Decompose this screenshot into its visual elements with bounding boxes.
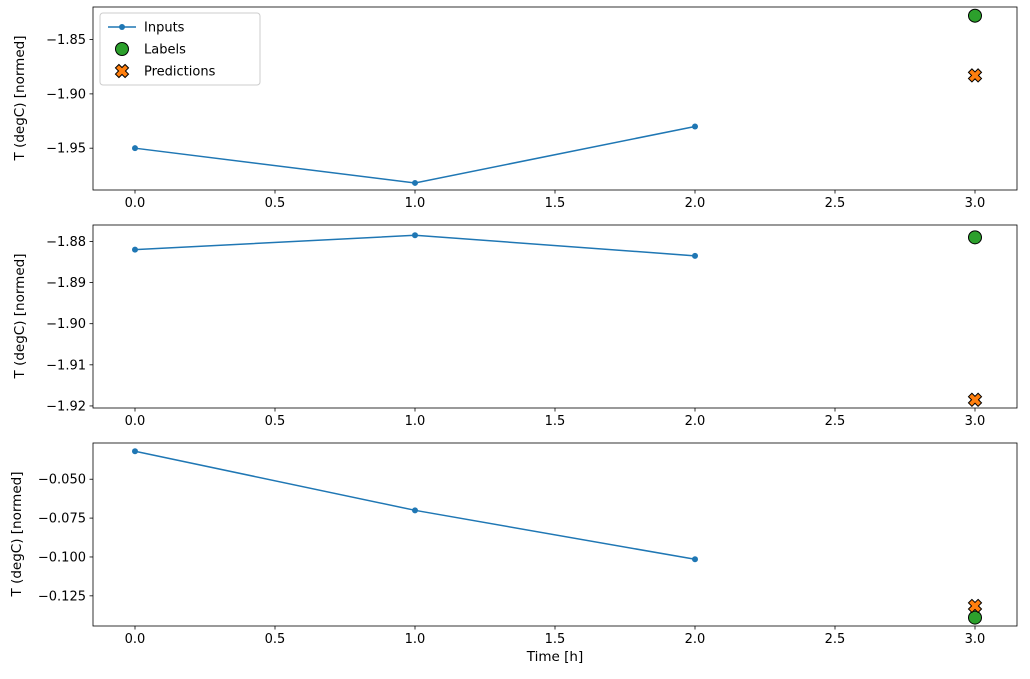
legend-label: Predictions [144,65,216,80]
input-point-marker [692,556,698,563]
x-tick-label: 0.5 [265,196,286,211]
x-tick-label: 2.5 [825,414,846,429]
y-tick-label: −0.100 [38,550,86,565]
input-point-marker [132,145,138,152]
prediction-x-marker [967,68,983,83]
legend-label: Inputs [144,21,185,36]
x-tick-label: 2.5 [825,632,846,647]
x-tick-label: 0.5 [265,632,286,647]
x-tick-label: 1.5 [545,414,566,429]
y-axis-ticks: −0.050 −0.075 −0.100 −0.125 [38,473,93,604]
input-point-marker [692,123,698,130]
legend-item-predictions: Predictions [114,63,216,80]
legend-item-inputs: Inputs [108,21,185,36]
x-tick-label: 3.0 [965,196,986,211]
series-inputs [132,123,698,186]
prediction-x-marker [967,598,983,614]
series-labels [968,8,982,23]
input-point-marker [412,507,418,514]
subplot-3: 0.0 0.5 1.0 1.5 2.0 2.5 3.0−0.050−0.075−0.100−… [38,442,1018,647]
series-labels [968,610,982,625]
subplot-2: 0.0 0.5 1.0 1.5 2.0 2.5 3.0 −1.88 −1.89 −1.90 −1.9… [46,224,1018,429]
y-tick-label: −1.91 [46,358,86,373]
x-tick-label: 3.0 [965,414,986,429]
x-tick-label: 0.0 [125,414,146,429]
label-circle-marker [968,8,982,23]
legend: Inputs Labels Predictions [99,12,261,86]
x-tick-label: 1.0 [405,632,426,647]
input-point-marker [132,448,138,455]
legend-item-labels: Labels [115,42,186,58]
y-axis-label-bottom: T (degC) [normed] [9,471,25,597]
x-tick-label: 1.0 [405,414,426,429]
prediction-x-marker [967,392,983,408]
subplot-1: 0.0 0.5 1.0 1.5 2.0 2.5 3.0 −1.85 −1.90 −1.95 Inpu… [46,6,1018,211]
x-axis-ticks: 0.0 0.5 1.0 1.5 2.0 2.5 3.0 [125,408,986,429]
x-axis-label: Time [h] [526,649,584,665]
x-tick-label: 3.0 [965,632,986,647]
x-tick-label: 0.5 [265,414,286,429]
x-tick-label: 2.0 [685,196,706,211]
x-tick-label: 1.5 [545,632,566,647]
label-circle-marker [968,230,982,245]
series-inputs [132,448,698,563]
series-predictions [967,598,983,614]
y-axis-label-top: T (degC) [normed] [12,35,28,161]
y-tick-label: −1.95 [46,142,86,157]
x-axis-ticks: 0.0 0.5 1.0 1.5 2.0 2.5 3.0 [125,190,986,211]
x-tick-label: 1.0 [405,196,426,211]
y-tick-label: −1.92 [46,399,86,414]
y-tick-label: −0.050 [38,473,86,488]
y-tick-label: −1.90 [46,317,86,332]
x-tick-label: 2.5 [825,196,846,211]
input-point-marker [412,179,418,186]
prediction-x-marker [114,63,130,79]
y-axis-label-middle: T (degC) [normed] [12,253,28,379]
label-circle-marker [968,610,982,625]
x-tick-label: 2.0 [685,414,706,429]
input-point-marker [119,24,125,30]
legend-box [99,12,261,86]
series-predictions [967,392,983,408]
x-tick-label: 1.5 [545,196,566,211]
input-point-marker [132,246,138,253]
x-tick-label: 0.0 [125,196,146,211]
label-circle-marker [115,42,129,56]
series-inputs [132,232,698,259]
y-tick-label: −1.90 [46,87,86,102]
y-tick-label: −0.075 [38,512,86,527]
plot-area [93,225,1017,408]
y-tick-label: −0.125 [38,589,86,604]
legend-label: Labels [144,43,186,58]
y-axis-ticks: −1.85 −1.90 −1.95 [46,33,93,157]
y-axis-ticks: −1.88 −1.89 −1.90 −1.91 −1.92 [46,235,93,414]
y-tick-label: −1.88 [46,235,86,250]
y-tick-label: −1.89 [46,276,86,291]
y-tick-label: −1.85 [46,33,86,48]
series-labels [968,230,982,245]
series-predictions [967,68,983,83]
x-tick-label: 2.0 [685,632,706,647]
x-tick-label: 0.0 [125,632,146,647]
input-point-marker [692,252,698,259]
x-axis-ticks: 0.0 0.5 1.0 1.5 2.0 2.5 3.0 [125,626,986,647]
input-point-marker [412,232,418,239]
